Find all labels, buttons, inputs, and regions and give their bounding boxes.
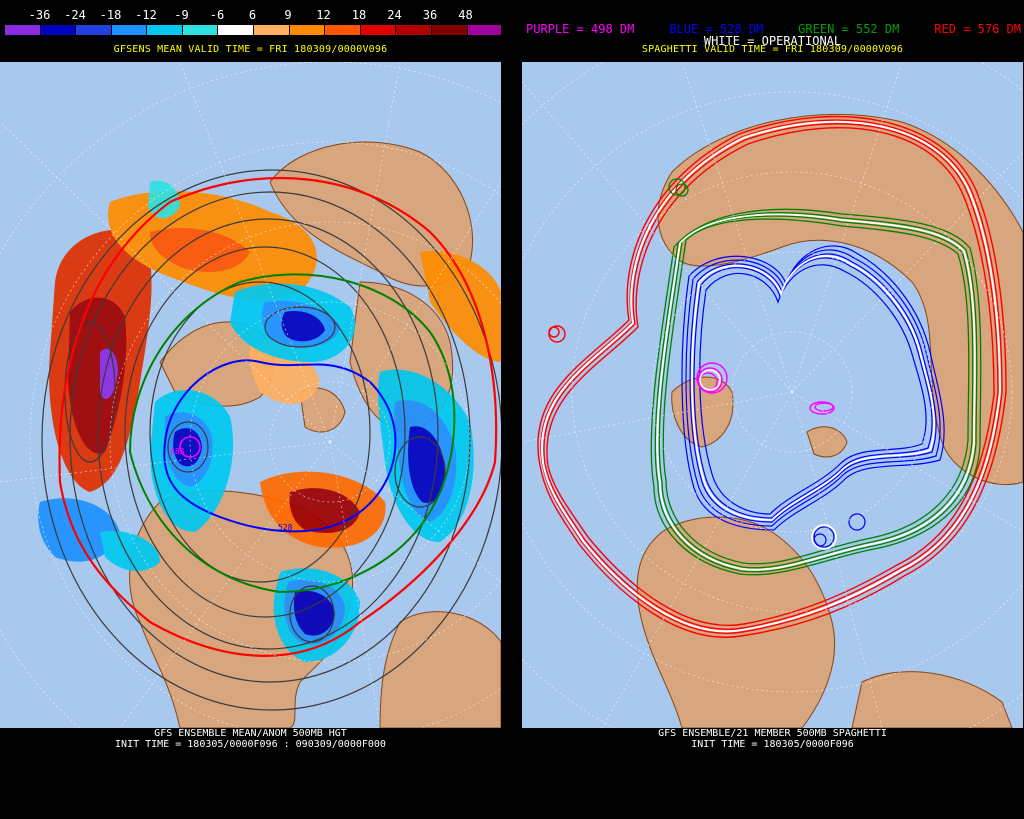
map-label-483: 483 <box>170 447 185 456</box>
scale-tick-label: -12 <box>135 8 157 22</box>
white-528-operational <box>691 255 936 550</box>
scale-tick-label: 6 <box>248 8 257 22</box>
scale-swatch <box>218 25 255 35</box>
white-576-operational <box>540 120 1002 633</box>
scale-swatch <box>431 25 468 35</box>
legend-red: RED = 576 DM <box>934 22 1021 36</box>
ensemble-mean-panel: -36 -24 -18 -12 -9 -6 6 9 12 18 24 36 48 GFSENS MEAN… <box>0 0 501 819</box>
scale-swatch <box>5 25 41 35</box>
scale-tick-label: -9 <box>174 8 189 22</box>
south-america-land <box>851 671 1013 728</box>
anomaly-color-scale: -36 -24 -18 -12 -9 -6 6 9 12 18 24 36 48 <box>4 8 501 38</box>
scale-color-bar <box>4 24 501 36</box>
mean-footer-title: GFS ENSEMBLE MEAN/ANOM 500MB HGT <box>154 728 347 739</box>
ensemble-mean-map: 483 528 <box>0 62 501 728</box>
spaghetti-panel: PURPLE = 498 DM BLUE = 528 DM GREEN = 55… <box>522 0 1023 819</box>
map-label-528: 528 <box>278 523 293 532</box>
alaska-land <box>671 376 734 448</box>
white-552-operational <box>656 213 976 571</box>
red-576-spaghetti <box>537 115 1007 638</box>
spaghetti-footer: GFS ENSEMBLE/21 MEMBER 500MB SPAGHETTI I… <box>522 728 1023 750</box>
scale-tick-labels: -36 -24 -18 -12 -9 -6 6 9 12 18 24 36 48 <box>4 8 501 22</box>
mean-valid-time: GFSENS MEAN VALID TIME = FRI 180309/0000… <box>113 44 388 55</box>
scale-swatch <box>76 25 112 35</box>
scale-tick-label: 9 <box>284 8 292 22</box>
purple-498-spaghetti <box>696 362 835 415</box>
latlon-grid <box>522 62 1023 728</box>
green-552-spaghetti <box>650 178 982 576</box>
scale-tick-label: 48 <box>458 8 473 22</box>
legend-white-operational: WHITE = OPERATIONAL <box>703 34 842 48</box>
spaghetti-legend: PURPLE = 498 DM BLUE = 528 DM GREEN = 55… <box>526 22 1021 36</box>
scale-swatch <box>254 25 290 35</box>
height-contours <box>41 169 501 711</box>
south-america-land <box>379 611 501 728</box>
scale-tick-label: -36 <box>28 8 51 22</box>
mean-footer: GFS ENSEMBLE MEAN/ANOM 500MB HGT INIT TI… <box>0 728 501 750</box>
scale-tick-label: 24 <box>387 8 402 22</box>
latlon-grid <box>0 62 501 728</box>
legend-purple: PURPLE = 498 DM <box>526 22 635 36</box>
positive-anomaly-shading <box>49 191 501 548</box>
mean-footer-init: INIT TIME = 180305/0000F096 : 090309/000… <box>115 739 386 750</box>
green-552-contour <box>128 273 456 594</box>
greenland-land <box>806 426 848 458</box>
scale-tick-label: 36 <box>422 8 438 22</box>
scale-swatch <box>111 25 148 35</box>
scale-tick-label: 12 <box>316 8 331 22</box>
purple-498-contour <box>179 436 201 458</box>
scale-tick-label: -18 <box>99 8 122 22</box>
legend-blue: BLUE = 528 DM <box>669 22 764 36</box>
spaghetti-map <box>522 62 1023 728</box>
scale-tick-label: -6 <box>209 8 225 22</box>
spaghetti-valid-time: SPAGHETTI VALID TIME = FRI 180309/0000V0… <box>641 44 904 55</box>
scale-swatch <box>325 25 361 35</box>
scale-tick-label: 18 <box>351 8 367 22</box>
blue-528-contour <box>163 359 397 533</box>
scale-swatch <box>360 25 397 35</box>
legend-green: GREEN = 552 DM <box>798 22 900 36</box>
scale-tick-label: -24 <box>64 8 86 22</box>
scale-swatch <box>467 25 501 35</box>
scale-swatch <box>40 25 77 35</box>
scale-swatch <box>182 25 219 35</box>
north-america-land <box>636 516 836 728</box>
scale-swatch <box>147 25 183 35</box>
blue-528-spaghetti <box>681 245 945 548</box>
red-576-contour <box>58 176 498 657</box>
white-498-operational <box>699 369 721 391</box>
spaghetti-footer-init: INIT TIME = 180305/0000F096 <box>691 739 854 750</box>
scale-swatch <box>396 25 432 35</box>
spaghetti-footer-title: GFS ENSEMBLE/21 MEMBER 500MB SPAGHETTI <box>658 728 887 739</box>
scale-swatch <box>289 25 326 35</box>
